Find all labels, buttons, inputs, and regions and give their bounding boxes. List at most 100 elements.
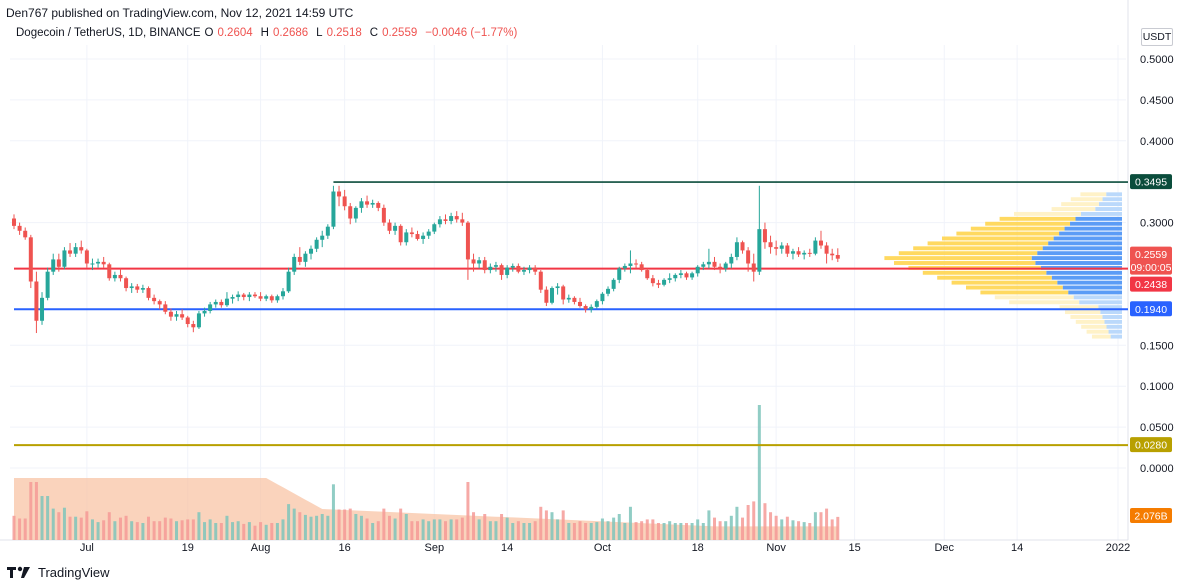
volume-bar [724,521,728,540]
volume-bar [757,405,761,540]
volume-bar [763,503,767,540]
volume-bar [18,518,22,540]
candle-body [510,265,515,268]
volume-profile-up [1098,305,1122,310]
volume-bar [595,522,599,540]
candle-body [112,274,117,279]
volume-bar [410,521,414,540]
volume-bar [57,512,61,540]
volume-bar [477,519,481,540]
volume-profile-up [1057,280,1122,285]
volume-bar [303,514,307,540]
volume-bar [662,523,666,540]
currency-unit-button[interactable]: USDT [1141,28,1173,46]
candle-body [337,191,342,197]
volume-bar [449,519,453,540]
volume-profile-up [1053,236,1122,241]
volume-profile-down [1009,300,1080,305]
volume-profile-up [1068,290,1122,295]
volume-profile-up [1080,211,1122,216]
candle-body [460,219,465,223]
volume-bar [656,523,660,540]
volume-bar [606,521,610,540]
candle-body [662,279,667,285]
candle-body [180,314,185,318]
candle-body [549,288,554,303]
volume-bar [141,523,145,540]
candle-body [224,298,229,306]
volume-profile-up [1035,261,1122,265]
volume-bar [315,515,319,540]
candle-body [247,294,252,298]
candle-body [314,239,319,249]
volume-profile-down [927,241,1049,246]
candle-body [751,263,756,272]
symbol-name[interactable]: Dogecoin / TetherUS, 1D, BINANCE [16,27,201,39]
volume-bar [130,521,134,540]
volume-profile-down [1014,211,1081,216]
candle-body [252,294,257,297]
volume-bar [270,523,274,540]
tradingview-footer: TradingView [6,564,110,580]
publisher-line: Den767 published on TradingView.com, Nov… [6,3,353,23]
y-tick-label: 0.1000 [1140,381,1174,393]
volume-profile-down [1080,192,1107,197]
candle-body [292,256,297,272]
candle-body [471,259,476,264]
candle-body [611,279,616,289]
volume-bar [533,521,537,540]
volume-bar [343,509,347,540]
candle-body [650,278,655,284]
price-axis-badge-text: 0.3495 [1135,177,1167,189]
candle-body [68,250,73,254]
volume-profile-up [1048,241,1122,246]
volume-bar [326,515,330,540]
candle-body [79,247,84,251]
volume-bar [539,506,543,540]
candle-body [297,256,302,262]
candle-body [690,273,695,278]
candle-body [146,288,151,298]
candle-body [729,256,734,264]
x-tick-label: Jul [80,542,94,554]
candle-body [202,310,207,314]
x-tick-label: 16 [339,542,351,554]
candle-body [493,265,498,267]
candle-body [477,260,482,264]
volume-bar [746,505,750,540]
candle-body [645,270,650,279]
volume-bar [432,519,436,540]
volume-bar [813,512,817,540]
volume-bar [612,517,616,540]
candle-body [740,242,745,251]
candle-body [303,253,308,262]
volume-bar [404,514,408,540]
volume-bar [320,514,324,540]
volume-bar [124,515,128,540]
volume-bar [741,517,745,540]
volume-bar [23,518,27,540]
volume-bar [617,514,621,540]
candle-body [516,265,521,272]
open-label: O [204,27,214,39]
candle-body [824,245,829,254]
volume-bar [550,512,554,540]
volume-profile-down [942,236,1054,241]
volume-bar [214,523,218,540]
volume-bar [696,519,700,540]
candle-body [213,301,218,305]
candle-body [73,247,78,254]
candle-body [807,252,812,254]
y-tick-label: 0.4500 [1140,95,1174,107]
volume-bar [797,521,801,540]
candle-body [129,286,134,289]
price-axis-badge [1130,174,1172,190]
volume-bar [68,516,72,540]
volume-bar [51,508,55,540]
volume-bar [830,519,834,540]
volume-profile-up [1098,202,1122,207]
candle-body [639,264,644,271]
footer-brand: TradingView [38,564,110,580]
candle-body [774,247,779,249]
